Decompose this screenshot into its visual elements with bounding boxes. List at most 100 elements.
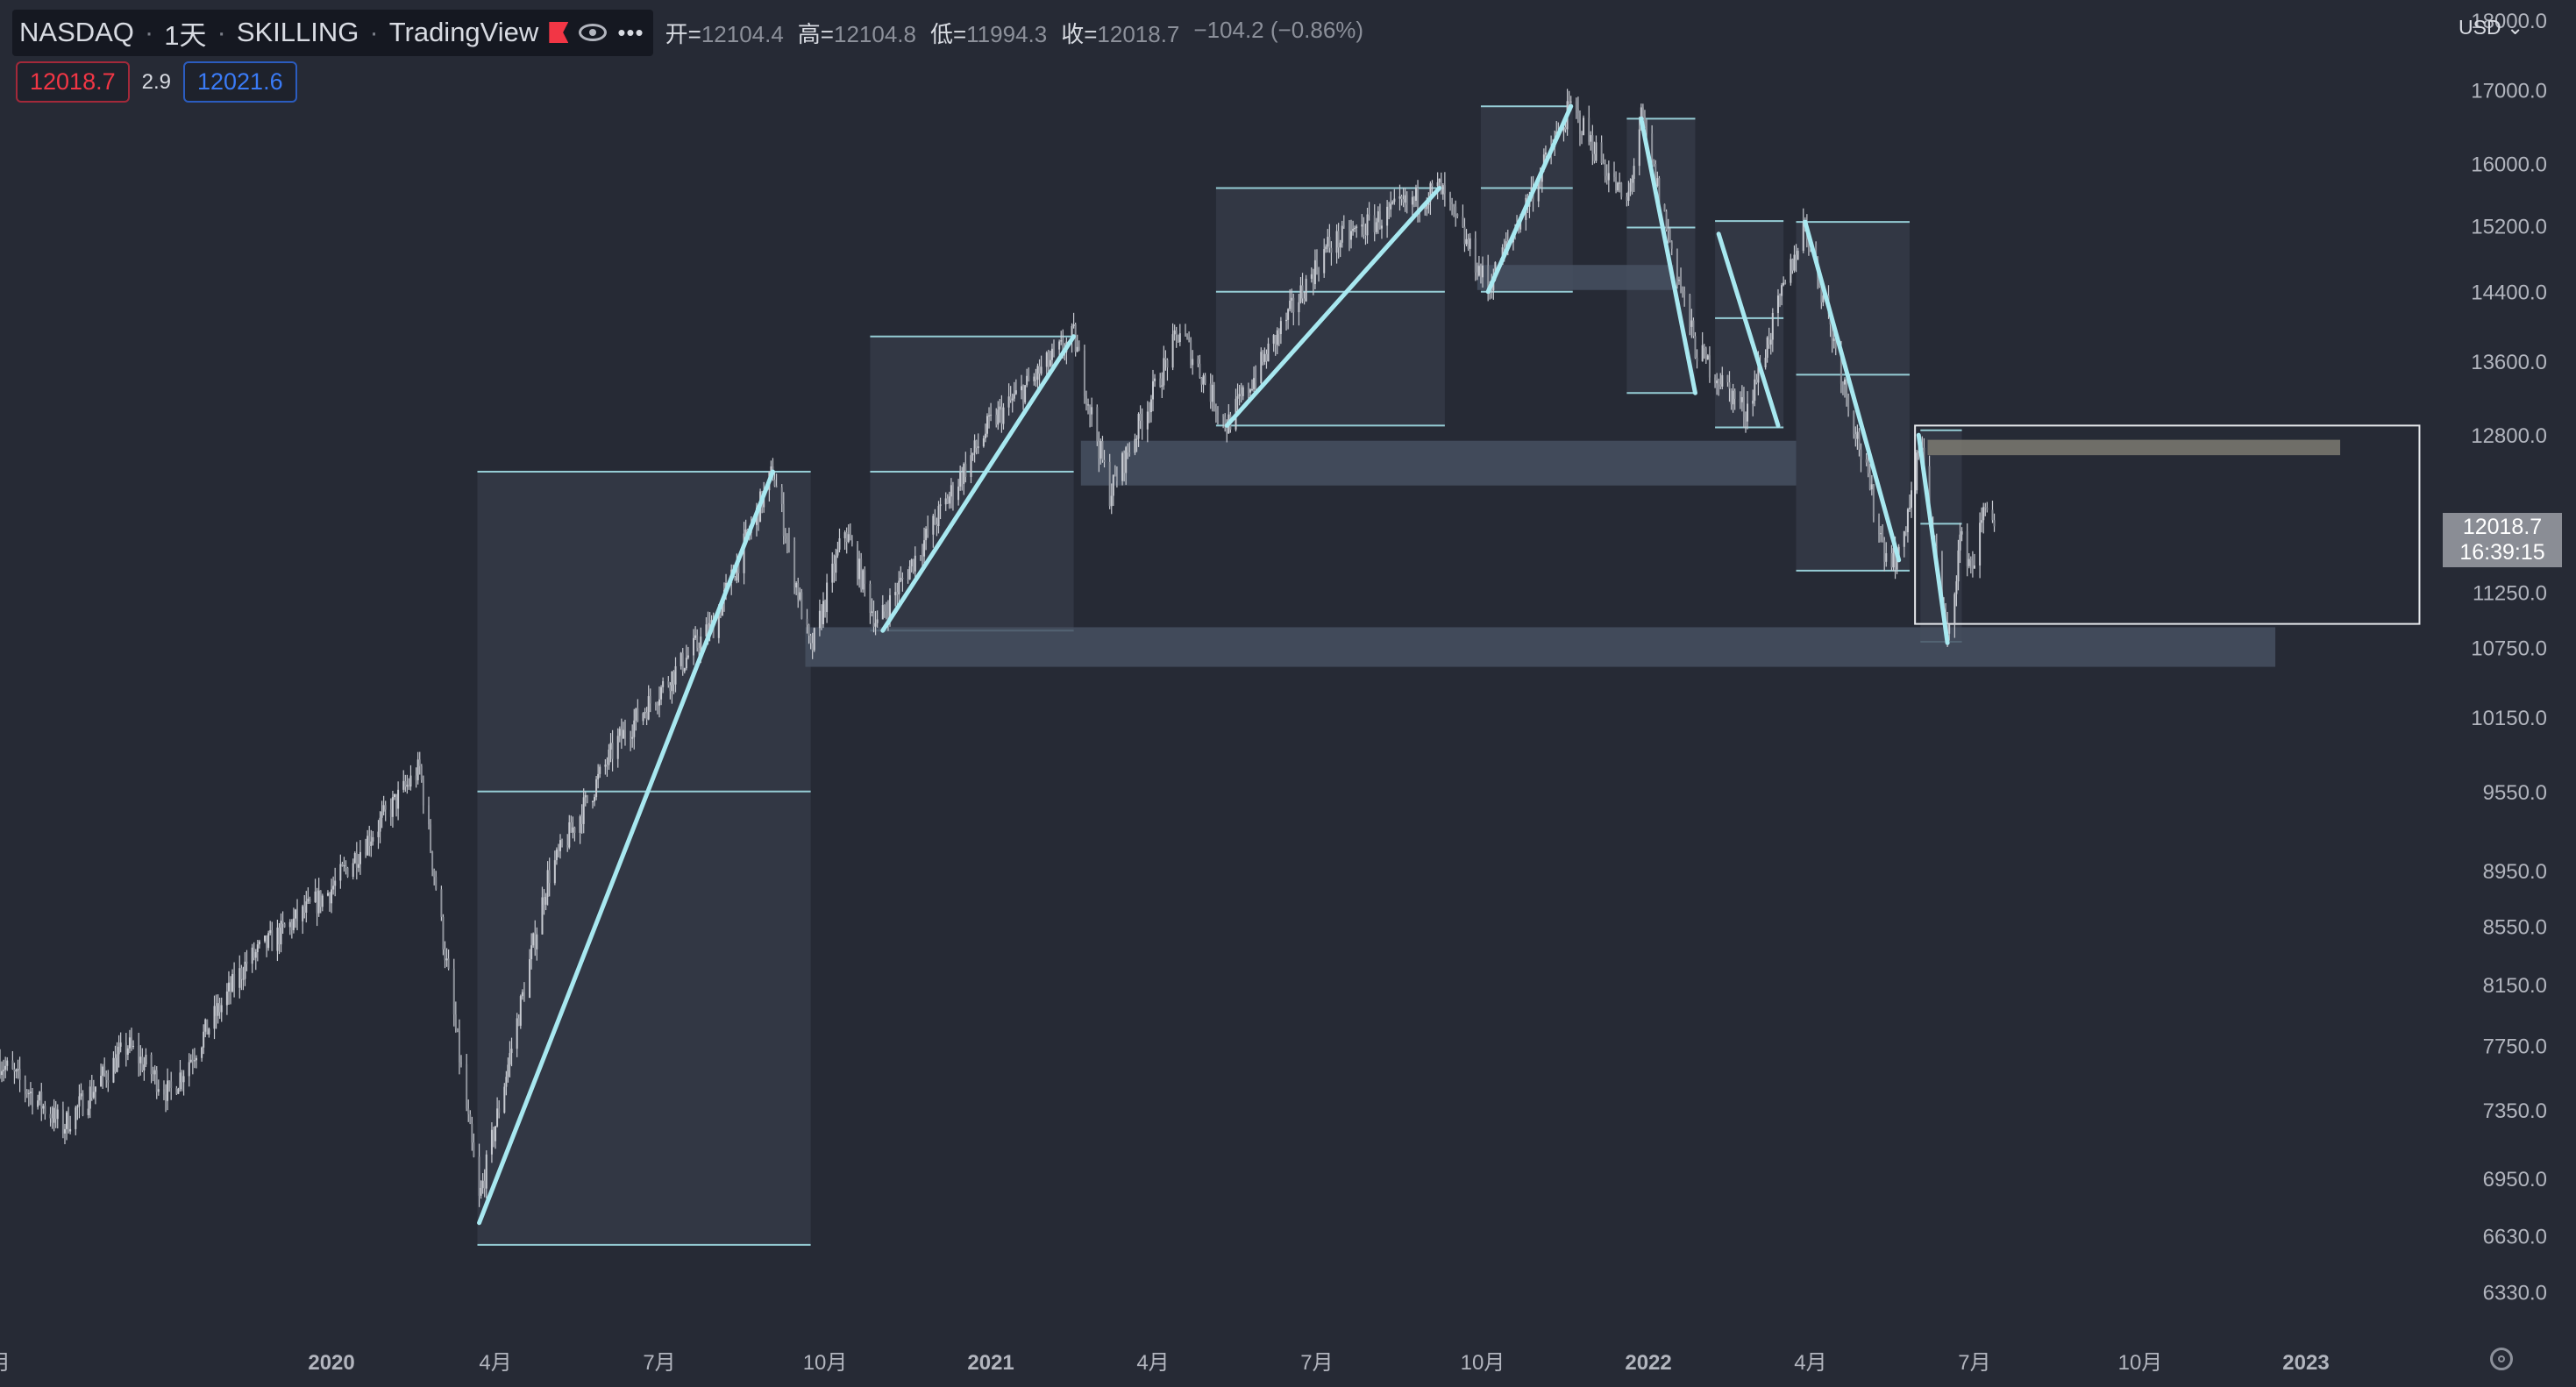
- price-tick-label: 14400.0: [2471, 281, 2547, 305]
- zone-rect: [1927, 439, 2341, 456]
- candle-body: [103, 1066, 106, 1074]
- candle-body: [1341, 225, 1343, 243]
- buy-price-button[interactable]: 12021.6: [182, 61, 297, 103]
- candle-body: [1768, 337, 1770, 345]
- candle-body: [1791, 259, 1794, 271]
- candle-body: [705, 624, 708, 637]
- candle-body: [15, 1070, 18, 1072]
- symbol-box[interactable]: NASDAQ · 1天 · SKILLING · TradingView •••: [12, 9, 653, 56]
- time-axis[interactable]: 月 2020 4月 7月 10月 2021 4月 7月 10月 2022 4月 7月 10月 2023: [0, 1351, 2330, 1375]
- candle-body: [452, 968, 455, 1015]
- candle-body: [1878, 516, 1881, 535]
- candle-body: [1108, 461, 1111, 507]
- candle-body: [456, 1028, 459, 1031]
- candle-body: [165, 1094, 167, 1101]
- candle-body: [1398, 196, 1401, 199]
- candle-body: [808, 624, 810, 636]
- more-icon[interactable]: •••: [617, 18, 644, 46]
- candle-body: [1539, 180, 1541, 182]
- candle-body: [256, 944, 259, 952]
- candle-body: [269, 929, 272, 934]
- candle-body: [130, 1037, 132, 1047]
- candle-body: [1291, 297, 1293, 301]
- candle-body: [483, 1180, 486, 1189]
- candle-body: [76, 1106, 79, 1108]
- candle-body: [1161, 385, 1163, 388]
- candle-body: [1072, 324, 1075, 326]
- candle-body: [1115, 476, 1118, 481]
- gear-icon[interactable]: [2490, 1348, 2513, 1370]
- candle-body: [168, 1080, 171, 1082]
- candle-body: [900, 578, 902, 581]
- candle-body: [734, 577, 737, 581]
- candle-body: [155, 1070, 158, 1092]
- candle-body: [1087, 404, 1090, 406]
- candle-body: [633, 720, 636, 737]
- candle-body: [1000, 406, 1003, 424]
- candle-body: [758, 507, 760, 523]
- sell-price-button[interactable]: 12018.7: [16, 61, 130, 103]
- candle-body: [1908, 508, 1911, 509]
- price-axis[interactable]: 18000.0 17000.0 16000.0 15200.0 14400.0 13600…: [2471, 10, 2547, 1305]
- candle-body: [1867, 462, 1869, 473]
- candle-body: [559, 840, 562, 851]
- candle-body: [1474, 238, 1477, 273]
- flag-icon[interactable]: [549, 22, 569, 43]
- candle-body: [510, 1049, 513, 1054]
- candle-body: [898, 580, 900, 594]
- candle-body: [54, 1107, 57, 1120]
- symbol-name[interactable]: NASDAQ: [19, 17, 134, 47]
- candle-body: [1465, 238, 1468, 245]
- candle-body: [1251, 388, 1254, 390]
- candle-body: [1330, 247, 1333, 253]
- candle-body: [838, 537, 841, 550]
- candle-body: [874, 622, 877, 627]
- close-number: 12018.7: [1097, 20, 1180, 47]
- currency-label[interactable]: USD: [2459, 16, 2501, 39]
- candle-body: [1267, 343, 1270, 362]
- candle-body: [307, 899, 310, 902]
- candle-body: [737, 562, 740, 573]
- candle-body: [568, 822, 571, 848]
- candle-body: [1310, 274, 1313, 279]
- candle-body: [314, 891, 317, 903]
- candle-body: [288, 921, 291, 928]
- candle-body: [132, 1045, 135, 1047]
- candle-body: [326, 893, 329, 896]
- candle-body: [1188, 337, 1191, 341]
- candle-body: [150, 1054, 153, 1075]
- candle-body: [1562, 127, 1565, 132]
- time-tick-label: 7月: [1300, 1351, 1333, 1375]
- candle-body: [786, 538, 788, 541]
- candle-body: [1356, 226, 1358, 228]
- candle-body: [1166, 359, 1169, 368]
- candle-body: [609, 743, 612, 750]
- candle-body: [230, 982, 232, 992]
- candle-body: [1575, 101, 1577, 110]
- candle-body: [409, 775, 412, 787]
- candle-body: [667, 680, 670, 686]
- candle-body: [283, 923, 286, 928]
- candle-body: [1643, 116, 1646, 129]
- candle-body: [1078, 346, 1080, 351]
- candle-body: [1325, 246, 1327, 250]
- candle-body: [1591, 135, 1594, 154]
- candle-body: [1633, 166, 1635, 179]
- eye-icon[interactable]: [579, 24, 608, 41]
- candle-body: [1050, 348, 1053, 360]
- currency-selector[interactable]: USD ⌄: [2459, 16, 2524, 39]
- candle-body: [927, 529, 929, 535]
- candle-body: [80, 1093, 82, 1097]
- candle-body: [422, 779, 424, 806]
- candle-body: [1112, 474, 1114, 496]
- interval-label[interactable]: 1天: [164, 19, 207, 51]
- candle-body: [395, 793, 398, 809]
- candle-body: [1134, 438, 1136, 453]
- candle-body: [1028, 375, 1030, 381]
- candle-body: [1883, 540, 1886, 562]
- price-tick-label: 15200.0: [2471, 216, 2547, 239]
- candle-body: [1036, 366, 1039, 381]
- candle-body: [860, 558, 863, 590]
